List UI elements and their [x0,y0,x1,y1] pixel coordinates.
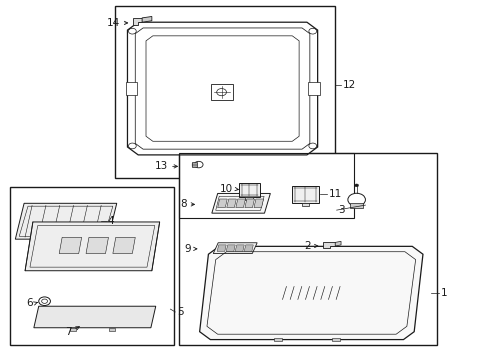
Polygon shape [301,203,309,206]
Polygon shape [142,17,152,22]
Text: 11: 11 [328,189,342,199]
Polygon shape [244,199,254,208]
Bar [178,153,436,345]
Polygon shape [235,245,244,251]
Polygon shape [125,82,137,95]
Polygon shape [217,199,227,208]
Polygon shape [235,199,245,208]
Text: 4: 4 [107,216,113,226]
Text: 2: 2 [304,241,311,251]
Circle shape [194,161,203,168]
Polygon shape [334,241,340,246]
Polygon shape [245,197,253,200]
Polygon shape [109,328,115,330]
Text: 8: 8 [180,199,186,210]
Text: 1: 1 [440,288,446,298]
Polygon shape [25,222,159,271]
Polygon shape [86,237,108,253]
Polygon shape [34,306,156,328]
Polygon shape [59,237,81,253]
Text: 9: 9 [184,244,190,254]
Text: 7: 7 [64,327,71,337]
Polygon shape [244,245,253,251]
Text: 6: 6 [26,298,32,309]
Polygon shape [226,199,236,208]
Text: 12: 12 [342,80,356,90]
Polygon shape [307,82,319,95]
Bar [115,6,334,178]
Text: 13: 13 [154,161,167,171]
Bar [178,153,353,218]
Polygon shape [322,242,334,248]
Circle shape [39,297,50,306]
Polygon shape [273,338,281,341]
Polygon shape [127,22,317,155]
Polygon shape [113,237,135,253]
Circle shape [354,184,358,187]
Polygon shape [331,338,339,341]
Polygon shape [133,18,142,25]
Polygon shape [199,246,422,339]
Text: 5: 5 [176,307,183,317]
Polygon shape [253,199,263,208]
Polygon shape [191,162,196,167]
Bar [10,187,173,345]
Circle shape [347,193,365,206]
Text: 10: 10 [219,184,232,194]
Polygon shape [70,328,76,330]
Polygon shape [15,203,117,239]
Polygon shape [291,186,318,203]
Polygon shape [213,243,257,253]
Polygon shape [226,245,235,251]
Polygon shape [210,84,232,100]
Text: 3: 3 [338,205,345,215]
Text: 14: 14 [107,18,120,28]
Polygon shape [239,183,259,197]
Polygon shape [211,193,270,213]
Polygon shape [217,245,226,251]
Polygon shape [349,203,363,208]
